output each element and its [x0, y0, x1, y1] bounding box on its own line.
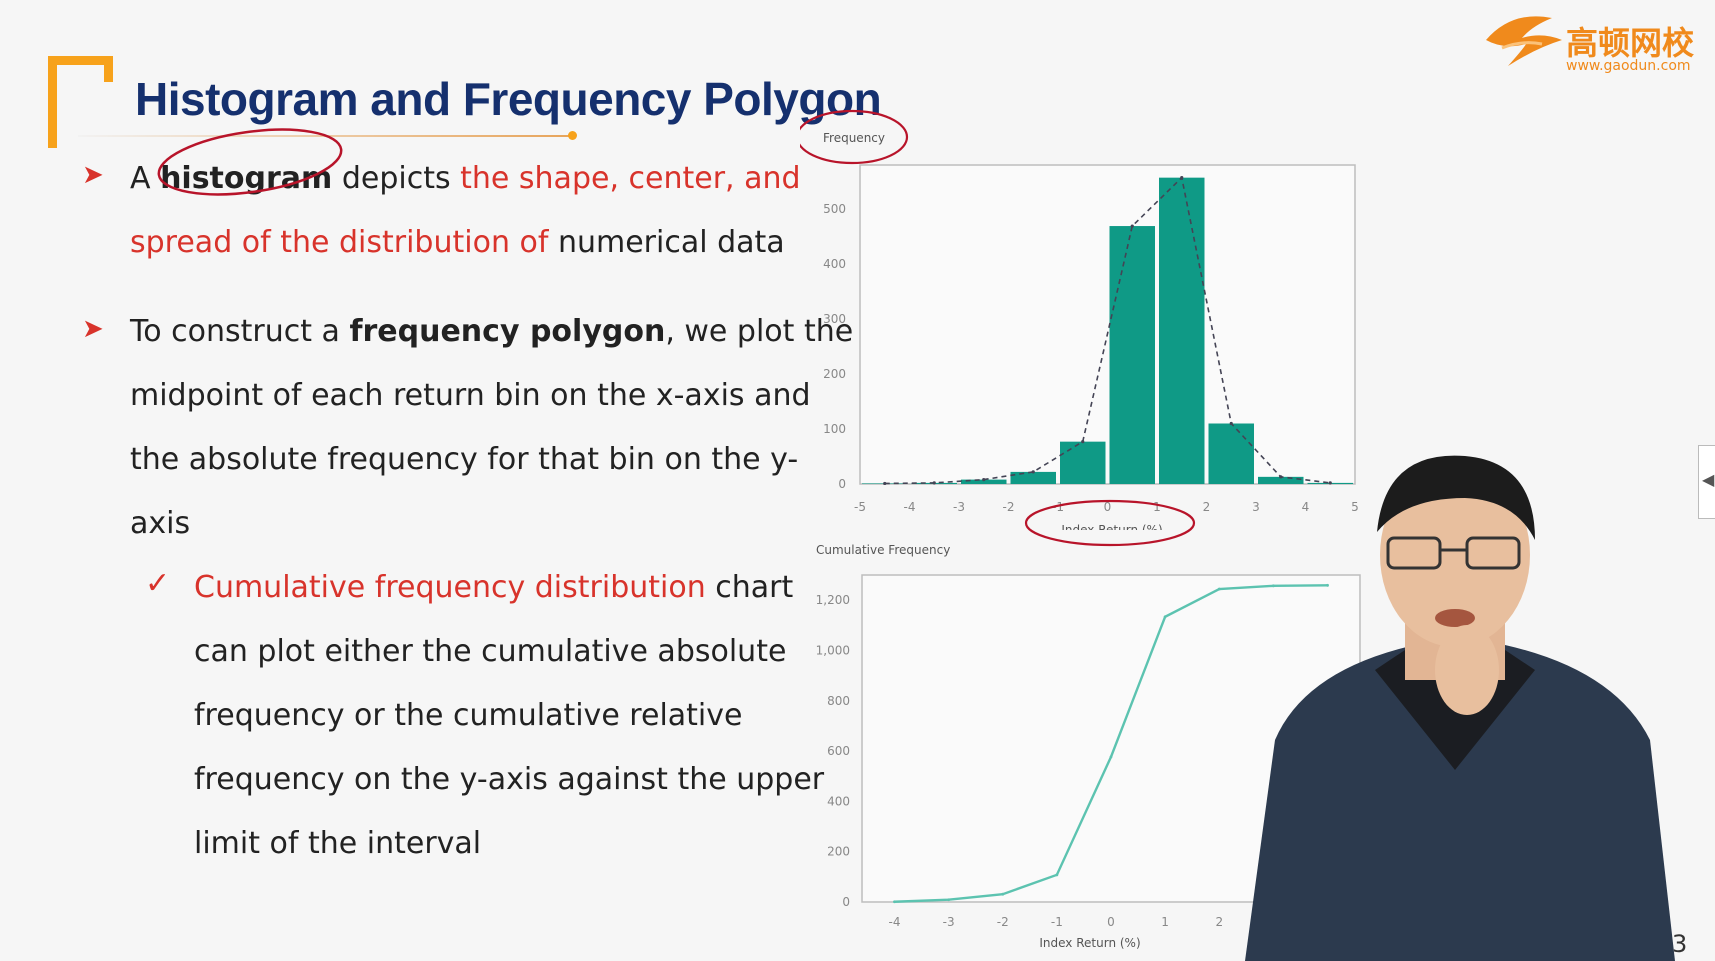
sub-bullet-line-3: frequency or the cumulative relative	[194, 698, 743, 733]
bullet-2-line-3: the absolute frequency for that bin on t…	[130, 442, 799, 477]
x-tick-label: -4	[888, 915, 900, 929]
x-tick-label: 2	[1203, 500, 1211, 514]
y-tick-label: 400	[823, 257, 846, 271]
frequency-polygon-point	[932, 481, 936, 485]
histogram-annotation-ellipse	[157, 128, 343, 196]
frequency-polygon-point	[1130, 224, 1134, 228]
x-tick-label: 3	[1252, 500, 1260, 514]
y-tick-label: 800	[827, 694, 850, 708]
y-tick-label: 200	[827, 845, 850, 859]
chevron-left-icon: ◀	[1702, 470, 1715, 489]
cumulative-point	[1326, 583, 1329, 587]
page-number: 3	[1672, 930, 1688, 958]
xlabel-annotation-ellipse	[1024, 499, 1196, 547]
presenter-video-overlay	[1245, 455, 1675, 961]
x-tick-label: -2	[997, 915, 1009, 929]
bullet-2-line-1: To construct a frequency polygon, we plo…	[130, 314, 854, 349]
y-tick-label: 0	[838, 477, 846, 491]
plot-frame	[859, 164, 1356, 485]
histogram-bar	[1159, 177, 1205, 484]
y-tick-label: 0	[842, 895, 850, 909]
y-tick-label: 100	[823, 422, 846, 436]
frequency-polygon-point	[1081, 440, 1085, 444]
title-bracket-tail	[104, 56, 113, 82]
x-tick-label: -3	[943, 915, 955, 929]
x-tick-label: -2	[1003, 500, 1015, 514]
bullet-arrow-icon: ➤	[82, 160, 104, 190]
y-tick-label: 600	[827, 744, 850, 758]
x-tick-label: 1	[1161, 915, 1169, 929]
histogram-bar	[961, 479, 1007, 484]
histogram-bar	[1010, 471, 1056, 484]
bullet-1-line-1: A histogram depicts the shape, center, a…	[130, 161, 801, 196]
y-tick-label: 200	[823, 367, 846, 381]
x-tick-label: 0	[1104, 500, 1112, 514]
bullet-1-line-2: spread of the distribution of numerical …	[130, 225, 785, 260]
checkmark-icon: ✓	[145, 566, 171, 601]
frequency-polygon-line	[884, 176, 1331, 485]
x-tick-label: 4	[1302, 500, 1310, 514]
x-tick-label: 2	[1215, 915, 1223, 929]
sub-bullet-line-2: can plot either the cumulative absolute	[194, 634, 787, 669]
gaodun-logo-icon	[1486, 16, 1562, 67]
title-bracket-decoration	[48, 56, 110, 148]
y-tick-label: 1,200	[816, 593, 850, 607]
histogram-bar	[1109, 226, 1155, 485]
bullet-arrow-icon: ➤	[82, 314, 104, 344]
frequency-polygon-point	[1180, 176, 1184, 180]
y-axis-label: Frequency	[823, 131, 885, 145]
y-tick-label: 300	[823, 312, 846, 326]
x-tick-label: -5	[854, 500, 866, 514]
histogram-bar	[1060, 441, 1106, 484]
histogram-chart: 0 100 200 300 400 500 -5 -4 -3 -2 -1 0 1 2 3 4 5 Frequenc…	[800, 109, 1359, 530]
cumulative-point	[1271, 584, 1275, 588]
frequency-polygon-point	[1328, 481, 1332, 485]
histogram-bar	[1258, 476, 1304, 484]
cumulative-point	[893, 900, 896, 904]
cumulative-point	[1217, 587, 1221, 591]
x-tick-label: -1	[1051, 915, 1063, 929]
x-tick-label: -4	[904, 500, 916, 514]
logo-url: www.gaodun.com	[1566, 58, 1691, 74]
cumulative-point	[1109, 755, 1113, 759]
side-panel-toggle[interactable]: ◀	[1698, 445, 1715, 519]
cumulative-point	[1163, 615, 1167, 619]
x-tick-label: 1	[1153, 500, 1161, 514]
frequency-polygon-point	[1031, 470, 1035, 474]
cumulative-point	[1055, 873, 1059, 877]
bullet-2-line-4: axis	[130, 506, 191, 541]
logo-text: 高顿网校	[1566, 24, 1695, 62]
sub-bullet-line-5: limit of the interval	[194, 826, 482, 861]
ylabel-annotation-ellipse	[800, 109, 909, 165]
cumulative-point	[947, 898, 951, 902]
frequency-polygon-point	[1279, 475, 1283, 479]
histogram-bar	[1208, 423, 1254, 484]
frequency-polygon-point	[982, 478, 986, 482]
y-tick-label: 400	[827, 794, 850, 808]
x-tick-label: 5	[1351, 500, 1359, 514]
histogram-term: histogram	[160, 161, 333, 196]
sub-bullet-line-4: frequency on the y-axis against the uppe…	[194, 762, 825, 797]
x-axis-label: Index Return (%)	[1061, 523, 1162, 530]
y-tick-label: 1,000	[816, 643, 850, 657]
sub-bullet-line-1: Cumulative frequency distribution chart	[194, 570, 794, 605]
cumulative-point	[1001, 892, 1005, 896]
frequency-polygon-point	[1229, 421, 1233, 426]
x-tick-label: -1	[1052, 500, 1064, 514]
x-tick-label: -3	[953, 500, 965, 514]
x-tick-label: 0	[1107, 915, 1115, 929]
chart-title: Cumulative Frequency	[816, 543, 950, 557]
x-axis-label: Index Return (%)	[1039, 936, 1140, 950]
frequency-polygon-point	[883, 481, 887, 486]
bullet-2-line-2: midpoint of each return bin on the x-axi…	[130, 378, 811, 413]
title-underline-dot	[568, 131, 577, 140]
y-tick-label: 500	[823, 202, 846, 216]
slide-title: Histogram and Frequency Polygon	[135, 73, 882, 125]
